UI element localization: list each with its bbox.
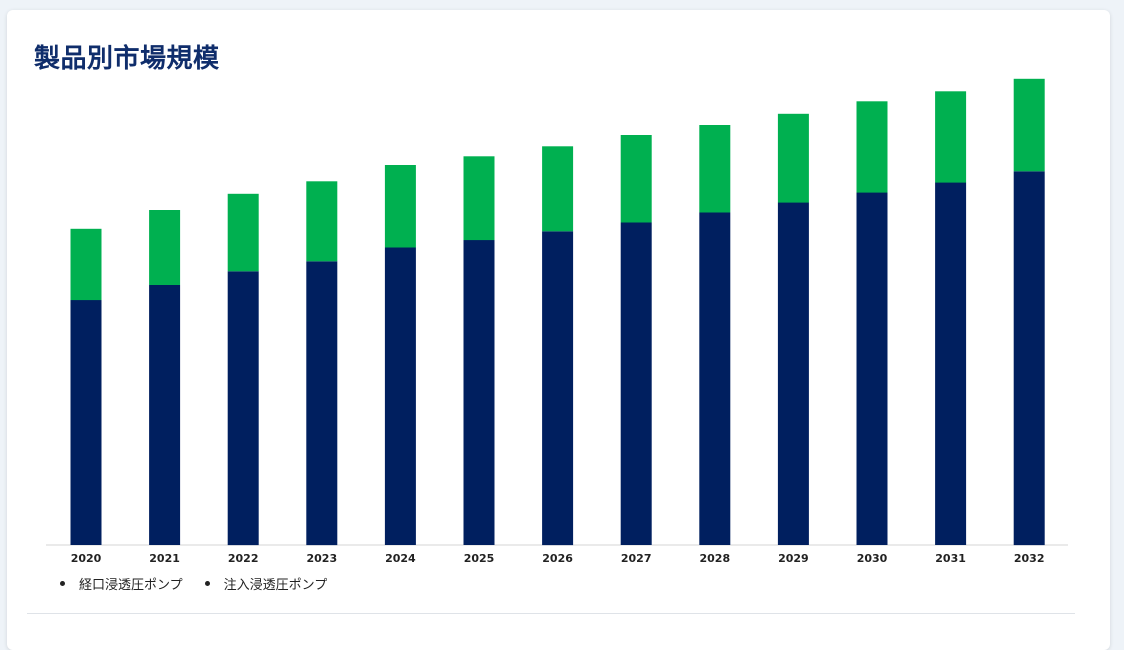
bar-oral-2026	[542, 231, 574, 546]
legend-bullet	[204, 581, 210, 586]
stacked-bar-chart: 2020 2021 2022 2023 2024 2025 2026 2027 2028 2029…	[46, 78, 1068, 565]
chart-title: 製品別市場規模	[34, 44, 220, 74]
bar-injection-2030	[856, 101, 888, 193]
bar-oral-2031	[935, 182, 967, 545]
bars-group	[70, 78, 1045, 546]
legend-bullet	[60, 581, 65, 586]
legend-item-injection[interactable]: 注入浸透圧ポンプ	[204, 574, 328, 593]
bar-oral-2027	[620, 222, 652, 545]
bar-oral-2023	[306, 261, 338, 546]
legend: 経口浸透圧ポンプ 注入浸透圧ポンプ	[60, 574, 327, 593]
bar-oral-2024	[384, 247, 416, 545]
bar-injection-2022	[227, 193, 259, 272]
x-tick-label-2029: 2029	[778, 552, 809, 565]
x-tick-label-2023: 2023	[306, 552, 337, 565]
bar-injection-2026	[542, 146, 574, 232]
x-tick-label-2027: 2027	[621, 552, 652, 565]
x-tick-label-2026: 2026	[542, 552, 573, 565]
bar-injection-2024	[384, 165, 416, 248]
bar-injection-2028	[699, 125, 731, 213]
x-tick-label-2032: 2032	[1014, 552, 1045, 565]
x-tick-label-2028: 2028	[699, 552, 730, 565]
legend-item-oral[interactable]: 経口浸透圧ポンプ	[60, 574, 183, 593]
bar-injection-2031	[935, 91, 967, 183]
bar-injection-2032	[1013, 78, 1045, 172]
x-tick-label-2021: 2021	[149, 552, 180, 565]
bar-oral-2021	[149, 285, 181, 545]
bar-oral-2020	[70, 300, 102, 545]
bar-oral-2025	[463, 240, 495, 545]
x-tick-label-2025: 2025	[464, 552, 495, 565]
legend-label-injection: 注入浸透圧ポンプ	[223, 578, 328, 593]
x-tick-label-2024: 2024	[385, 552, 416, 565]
bar-oral-2028	[699, 212, 731, 545]
bar-injection-2029	[777, 113, 809, 203]
x-tick-label-2020: 2020	[71, 552, 102, 565]
bar-oral-2022	[227, 271, 259, 546]
bar-injection-2021	[149, 210, 181, 285]
bar-oral-2032	[1013, 171, 1045, 546]
card-divider	[27, 613, 1075, 614]
bar-oral-2030	[856, 192, 888, 545]
x-tick-labels: 2020 2021 2022 2023 2024 2025 2026 2027 2028 2029…	[71, 552, 1045, 565]
bar-injection-2020	[70, 228, 102, 301]
bar-oral-2029	[777, 202, 809, 545]
legend-label-oral: 経口浸透圧ポンプ	[79, 578, 183, 593]
bar-injection-2025	[463, 156, 495, 241]
x-tick-label-2030: 2030	[857, 552, 888, 565]
x-tick-label-2022: 2022	[228, 552, 259, 565]
x-tick-label-2031: 2031	[935, 552, 966, 565]
bar-injection-2023	[306, 181, 338, 262]
bar-injection-2027	[620, 135, 652, 223]
